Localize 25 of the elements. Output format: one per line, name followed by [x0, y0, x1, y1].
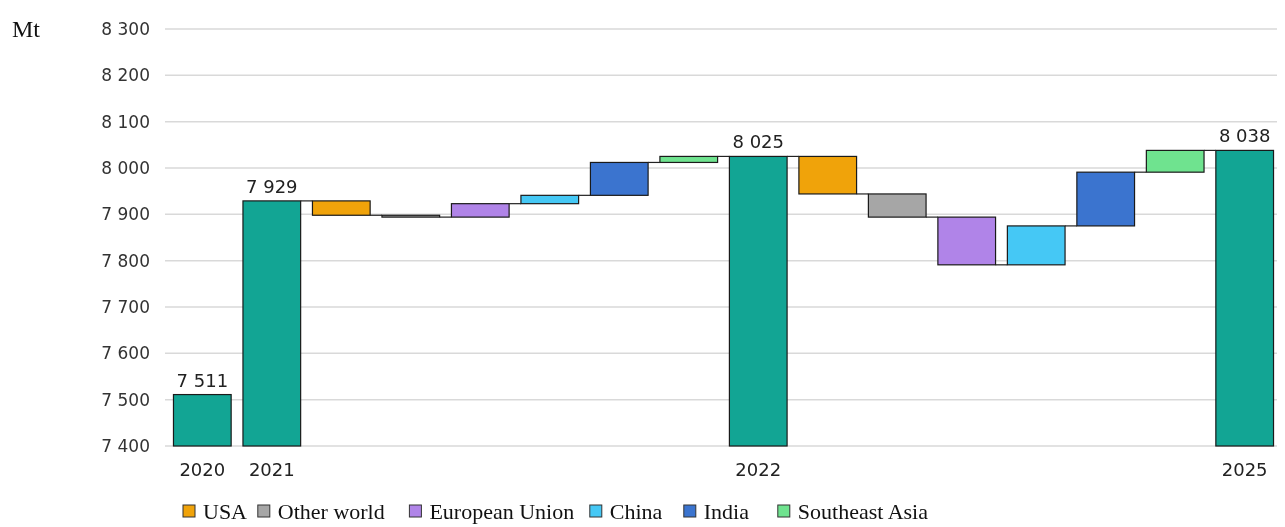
- y-tick-label: 8 000: [101, 157, 150, 178]
- legend-label: Other world: [277, 498, 385, 524]
- legend-label: USA: [203, 498, 248, 524]
- y-tick-label: 7 900: [101, 204, 150, 225]
- data-label: 8 038: [1218, 125, 1271, 147]
- legend-label: European Union: [429, 498, 575, 524]
- data-label: 7 929: [246, 175, 298, 197]
- y-tick-label: 7 700: [101, 296, 150, 317]
- legend-label: China: [609, 498, 663, 524]
- legend-label: Southeast Asia: [797, 498, 929, 524]
- y-tick-label: 7 500: [101, 389, 150, 410]
- y-tick-label: 8 100: [101, 111, 150, 132]
- data-label: 7 511: [176, 369, 229, 391]
- y-axis-title: Mt: [12, 16, 41, 43]
- legend-label: India: [703, 498, 750, 524]
- y-tick-label: 7 600: [101, 343, 150, 364]
- y-tick-label: 8 300: [101, 18, 150, 39]
- x-tick-label: 2020: [179, 459, 226, 480]
- y-tick-label: 8 200: [101, 65, 150, 86]
- y-tick-label: 7 400: [101, 435, 150, 456]
- x-tick-label: 2021: [248, 459, 295, 480]
- data-label: 8 025: [732, 131, 785, 153]
- y-tick-label: 7 800: [101, 250, 150, 271]
- x-tick-label: 2022: [735, 459, 782, 480]
- x-tick-label: 2025: [1221, 459, 1268, 480]
